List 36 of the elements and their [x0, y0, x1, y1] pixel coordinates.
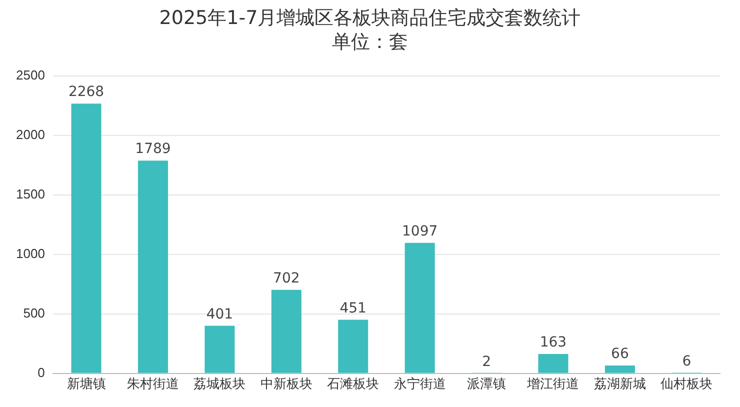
data-label: 6: [682, 353, 692, 370]
bar: [538, 354, 568, 373]
x-tick-label: 荔城板块: [194, 376, 246, 391]
x-tick-label: 仙村板块: [660, 376, 713, 391]
chart-title: 2025年1-7月增城区各板块商品住宅成交套数统计: [158, 6, 582, 30]
data-label: 451: [340, 300, 366, 316]
x-tick-label: 石滩板块: [327, 376, 380, 391]
data-label: 1097: [402, 224, 438, 240]
data-label: 2268: [68, 84, 104, 100]
data-label: 66: [611, 346, 629, 362]
bar: [138, 160, 168, 373]
bar: [71, 104, 102, 373]
y-tick-label: 1000: [16, 246, 45, 262]
data-label: 1789: [135, 141, 171, 158]
bar: [204, 326, 235, 373]
x-tick-label: 增江街道: [526, 376, 580, 391]
bar: [271, 290, 302, 373]
data-label: 2: [482, 354, 491, 370]
x-tick-label: 新塘镇: [66, 376, 106, 391]
bar: [604, 366, 635, 373]
x-tick-label: 中新板块: [260, 376, 312, 391]
x-tick-label: 朱村街道: [126, 376, 179, 391]
data-label: 401: [206, 306, 234, 322]
x-tick-label: 永宁街道: [394, 376, 446, 391]
x-tick-label: 派潭镇: [467, 376, 506, 391]
y-tick-label: 1500: [16, 186, 45, 202]
chart-subtitle: 单位：套: [331, 30, 409, 54]
x-tick-label: 荔湖新城: [594, 376, 646, 391]
y-tick-label: 500: [23, 306, 45, 320]
bar: [338, 320, 368, 373]
y-tick-label: 2000: [16, 127, 45, 142]
data-label: 163: [540, 334, 567, 351]
data-label: 702: [273, 270, 300, 287]
bar: [404, 242, 435, 373]
y-tick-label: 2500: [16, 68, 45, 83]
y-tick-label: 0: [38, 364, 45, 380]
